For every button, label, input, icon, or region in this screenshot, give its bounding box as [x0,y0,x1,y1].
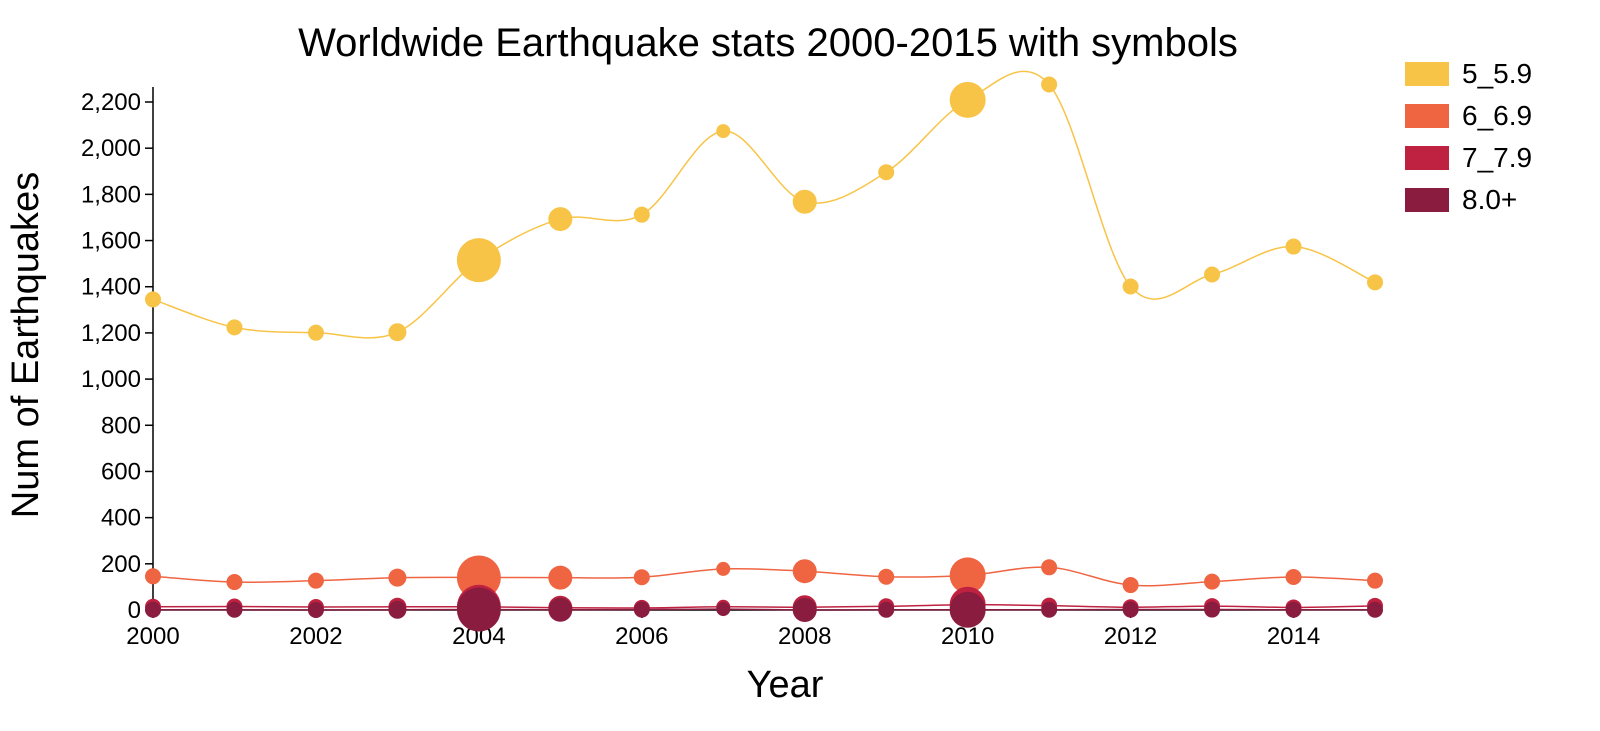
data-point[interactable] [307,324,324,341]
data-point[interactable] [1285,568,1302,585]
data-point[interactable] [548,207,573,232]
data-point[interactable] [1122,601,1139,618]
data-point[interactable] [1122,278,1139,295]
legend-swatch [1405,62,1449,86]
legend-label: 5_5.9 [1462,58,1532,89]
data-point[interactable] [878,568,895,585]
data-point[interactable] [1204,601,1221,618]
series-line-3 [152,608,1376,611]
data-point[interactable] [1367,274,1383,291]
x-tick-label: 2000 [126,623,179,650]
data-point[interactable] [1285,601,1302,618]
x-tick-label: 2012 [1104,623,1157,650]
data-point[interactable] [716,561,731,576]
data-point[interactable] [1041,76,1058,93]
data-point[interactable] [949,81,986,118]
legend-label: 6_6.9 [1462,100,1532,131]
legend-swatch [1405,188,1449,212]
chart-title: Worldwide Earthquake stats 2000-2015 wit… [298,21,1238,65]
data-point[interactable] [792,598,817,622]
data-point[interactable] [1041,601,1058,618]
data-point[interactable] [792,189,817,214]
plot-area: 0 200 400 600 800 1,000 1,200 1,400 1,600 1,800 2,… [81,70,1383,650]
data-point[interactable] [878,601,895,618]
y-tick-label: 1,600 [81,228,141,255]
y-tick-label: 0 [128,597,141,624]
series-line-1 [152,566,1376,587]
data-point[interactable] [633,569,650,586]
data-point[interactable] [949,557,986,594]
x-axis-title: Year [747,664,824,706]
x-tick-label: 2014 [1267,623,1320,650]
data-point[interactable] [548,597,573,622]
data-point[interactable] [145,568,161,585]
data-point[interactable] [633,206,650,223]
x-tick-label: 2008 [778,623,831,650]
data-point[interactable] [145,601,161,618]
data-point[interactable] [388,568,407,587]
data-point[interactable] [388,323,407,342]
data-point[interactable] [548,565,573,590]
y-tick-label: 1,000 [81,366,141,393]
series-line-2 [152,603,1376,609]
data-point[interactable] [716,602,731,617]
legend-label: 8.0+ [1462,184,1517,215]
legend-swatch [1405,104,1449,128]
data-point[interactable] [716,124,731,139]
y-tick-label: 1,200 [81,320,141,347]
y-tick-label: 600 [101,458,141,485]
data-point[interactable] [145,291,161,308]
data-point[interactable] [1204,266,1221,283]
y-tick-label: 400 [101,505,141,532]
y-axis-title: Num of Earthquakes [5,172,47,518]
data-point[interactable] [1041,559,1058,576]
data-point[interactable] [226,574,243,591]
x-tick-label: 2006 [615,623,668,650]
legend: 5_5.9 6_6.9 7_7.9 8.0+ [1405,58,1532,215]
data-point[interactable] [456,238,501,283]
y-tick-label: 2,000 [81,135,141,162]
series-line-0 [152,70,1376,339]
data-point[interactable] [878,164,895,181]
data-point[interactable] [1367,572,1383,589]
data-point[interactable] [1285,238,1302,255]
data-point[interactable] [226,319,243,336]
legend-swatch [1405,146,1449,170]
legend-label: 7_7.9 [1462,142,1532,173]
data-point[interactable] [1122,577,1139,594]
data-point[interactable] [1367,601,1383,618]
y-tick-label: 2,200 [81,89,141,116]
y-tick-label: 800 [101,412,141,439]
data-point[interactable] [307,602,324,618]
y-tick-label: 200 [101,551,141,578]
data-point[interactable] [307,572,324,589]
x-tick-label: 2002 [289,623,342,650]
data-point[interactable] [388,600,407,619]
y-tick-label: 1,800 [81,181,141,208]
data-point[interactable] [633,601,650,618]
data-point[interactable] [226,601,243,618]
data-point[interactable] [456,587,501,632]
data-point[interactable] [949,591,986,628]
data-point[interactable] [1204,573,1221,590]
y-tick-label: 1,400 [81,274,141,301]
data-point[interactable] [792,559,817,584]
